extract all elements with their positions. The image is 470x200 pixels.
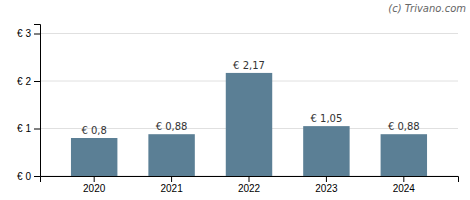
y-tick: € 2 bbox=[17, 76, 40, 87]
x-tick-mark bbox=[326, 176, 327, 182]
y-tick-mark bbox=[34, 81, 40, 82]
y-tick: € 3 bbox=[17, 28, 40, 39]
x-axis: 2020 2021 2022 2023 2024 bbox=[41, 176, 459, 194]
x-tick-label: 2021 bbox=[160, 183, 183, 194]
grid-line bbox=[40, 33, 458, 34]
data-label: € 0,8 bbox=[81, 125, 106, 136]
y-tick-label: € 1 bbox=[17, 123, 31, 134]
bar bbox=[303, 126, 349, 176]
y-axis: € 0 € 1 € 2 € 3 bbox=[17, 25, 40, 182]
bar bbox=[381, 134, 427, 176]
annotations: (c) Trivano.com bbox=[388, 3, 466, 14]
y-tick-label: € 0 bbox=[17, 171, 31, 182]
data-label: € 2,17 bbox=[233, 60, 265, 71]
y-tick-mark bbox=[34, 129, 40, 130]
data-labels: € 0,8 € 0,88 € 2,17 € 1,05 € 0,88 bbox=[81, 60, 419, 136]
chart: € 0€ 1€ 2€ 320202021202220232024€ 0,8€ 0… bbox=[0, 0, 470, 200]
bar bbox=[148, 134, 194, 176]
x-tick-mark bbox=[403, 176, 404, 182]
x-tick-label: 2022 bbox=[238, 183, 261, 194]
y-axis-line bbox=[34, 25, 41, 177]
x-tick-mark bbox=[171, 176, 172, 182]
bar bbox=[71, 138, 117, 176]
y-tick-label: € 2 bbox=[17, 76, 31, 87]
y-tick-mark bbox=[34, 34, 40, 35]
x-tick-mark bbox=[249, 176, 250, 182]
x-tick-mark bbox=[94, 176, 95, 182]
y-tick-label: € 3 bbox=[17, 28, 31, 39]
chart-container: € 0€ 1€ 2€ 320202021202220232024€ 0,8€ 0… bbox=[0, 0, 470, 200]
plot-area bbox=[71, 73, 427, 176]
y-tick-mark bbox=[34, 176, 40, 177]
x-tick: 2024 bbox=[393, 176, 416, 194]
x-tick-label: 2020 bbox=[83, 183, 106, 194]
watermark: (c) Trivano.com bbox=[388, 3, 466, 14]
x-axis-line bbox=[41, 177, 459, 183]
grid bbox=[40, 34, 458, 177]
bar bbox=[226, 73, 272, 176]
x-tick: 2023 bbox=[315, 176, 338, 194]
data-label: € 0,88 bbox=[388, 121, 420, 132]
y-tick: € 0 bbox=[17, 171, 40, 182]
x-tick-label: 2024 bbox=[393, 183, 416, 194]
x-tick: 2022 bbox=[238, 176, 261, 194]
data-label: € 0,88 bbox=[156, 121, 188, 132]
data-label: € 1,05 bbox=[311, 113, 343, 124]
x-tick-label: 2023 bbox=[315, 183, 338, 194]
x-tick: 2020 bbox=[83, 176, 106, 194]
x-tick: 2021 bbox=[160, 176, 183, 194]
y-tick: € 1 bbox=[17, 123, 40, 134]
